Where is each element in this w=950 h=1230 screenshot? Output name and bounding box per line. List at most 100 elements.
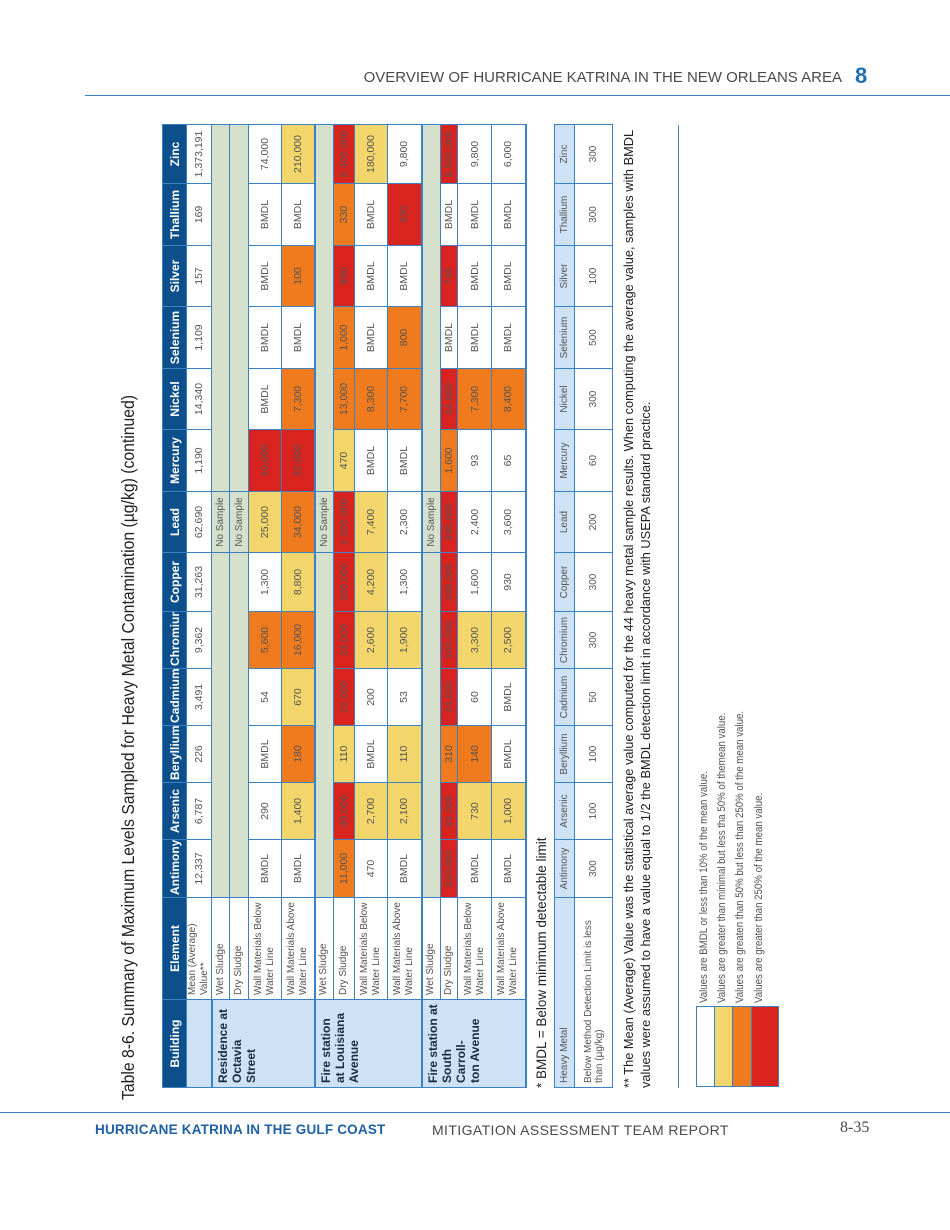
value-cell: 10,000 — [248, 429, 282, 492]
footer-publication: HURRICANE KATRINA IN THE GULF COAST — [95, 1122, 386, 1137]
value-cell: 1,600 — [457, 552, 492, 612]
chapter-number: 8 — [855, 63, 868, 88]
element-label: Wet Sludge — [421, 897, 441, 1000]
table-title: Table 8-6. Summary of Maximum Levels Sam… — [118, 395, 138, 1100]
table-row: Dry Sludge No Sample — [229, 124, 249, 1088]
value-cell: 200 — [354, 668, 388, 726]
value-cell: 74,000 — [248, 124, 282, 184]
table-row: Fire station at Louisiana Avenue Wet Slud… — [314, 124, 422, 1088]
value-cell: 45,000 — [333, 782, 355, 840]
limit-value: 50 — [574, 668, 613, 726]
column-header-beryllium: Beryllium — [162, 725, 187, 783]
column-header-arsenic: Arsenic — [162, 782, 187, 840]
value-cell: 24,000 — [440, 668, 458, 726]
value-cell: BMDL — [248, 245, 282, 307]
value-cell: BMDL — [248, 725, 282, 783]
value-cell: 110 — [387, 725, 422, 783]
table-row: Fire station at South Carroll- ton Avenu… — [421, 124, 526, 1088]
limit-row-label: Below Method Detection Limit is less tha… — [574, 897, 613, 1088]
value-cell: BMDL — [491, 183, 526, 246]
value-cell: 390,000 — [440, 491, 458, 553]
value-cell: 1,300,000 — [333, 491, 355, 553]
building-cell-empty — [186, 999, 212, 1088]
mean-value: 157 — [186, 245, 212, 307]
mean-value: 169 — [186, 183, 212, 246]
limit-header-cell: Zinc — [554, 124, 575, 184]
value-cell: 210,000 — [281, 124, 315, 184]
limit-header-cell: Lead — [554, 491, 575, 553]
mean-value: 6,787 — [186, 782, 212, 840]
column-header-copper: Copper — [162, 552, 187, 612]
building-name: Fire station at South Carroll- ton Avenu… — [421, 999, 526, 1088]
table-row: Wall Materials Below Water Line BMDL 290 BM… — [248, 124, 282, 1088]
value-cell: 800 — [387, 306, 422, 369]
no-sample-fill — [229, 552, 249, 898]
value-cell: 6,000 — [491, 124, 526, 184]
mean-value: 3,491 — [186, 668, 212, 726]
mean-value: 12,337 — [186, 839, 212, 898]
limit-header-cell: Arsenic — [554, 782, 575, 840]
mean-value: 1,190 — [186, 429, 212, 492]
value-cell: 330,000 — [440, 839, 458, 898]
color-legend — [696, 1006, 779, 1087]
value-cell: BMDL — [491, 306, 526, 369]
value-cell: 470 — [333, 429, 355, 492]
table-row: Wall Materials Above Water Line BMDL 1,000… — [491, 124, 526, 1088]
value-cell: 8,300 — [354, 368, 388, 430]
value-cell: 7,700 — [387, 368, 422, 430]
value-cell: BMDL — [248, 306, 282, 369]
value-cell: 1,000 — [333, 306, 355, 369]
value-cell: BMDL — [281, 306, 315, 369]
value-cell: BMDL — [387, 429, 422, 492]
limit-value: 300 — [574, 368, 613, 430]
page-number: 8-35 — [840, 1119, 870, 1136]
no-sample-label: No Sample — [211, 491, 230, 553]
limit-value: 300 — [574, 124, 613, 184]
limit-value: 100 — [574, 245, 613, 307]
footnote: ** The Mean (Average) Value was the stat… — [621, 130, 653, 1088]
value-cell: 730 — [457, 782, 492, 840]
value-cell: 53 — [387, 668, 422, 726]
value-cell: 290 — [248, 782, 282, 840]
legend-swatch — [752, 1007, 778, 1086]
element-label: Wall Materials Below Water Line — [354, 897, 388, 1000]
bmdl-note: * BMDL = Below minimum detectable limit — [534, 837, 549, 1088]
mean-value: 226 — [186, 725, 212, 783]
value-cell: 24,000 — [333, 611, 355, 669]
mean-label: Mean (Average) Value** — [186, 897, 212, 1000]
value-cell: 34,000 — [281, 491, 315, 553]
value-cell: BMDL — [457, 245, 492, 307]
column-header-silver: Silver — [162, 245, 187, 307]
value-cell: 2,100 — [387, 782, 422, 840]
limit-header-cell: Thallium — [554, 183, 575, 246]
legend-label: Values are greater than 250% of the mean… — [753, 792, 765, 1003]
limit-value: 60 — [574, 429, 613, 492]
value-cell: 180 — [281, 725, 315, 783]
value-cell: 44,000 — [440, 368, 458, 430]
value-cell: BMDL — [440, 306, 458, 369]
value-cell: 25,000 — [248, 491, 282, 553]
value-cell: BMDL — [457, 839, 492, 898]
legend-swatch — [733, 1007, 752, 1086]
value-cell: 200,000 — [333, 552, 355, 612]
column-header-cadmium: Cadmium — [162, 668, 187, 726]
mean-value: 62,690 — [186, 491, 212, 553]
value-cell: BMDL — [354, 725, 388, 783]
value-cell: 490,000 — [440, 552, 458, 612]
legend-label: Values are BMDL or less than 10% of the … — [698, 771, 710, 1003]
table-row: Residence at Octavia Street Wet Sludge No … — [211, 124, 315, 1088]
header-divider — [85, 95, 950, 96]
table-row: Dry Sludge 11,000 45,000 110 22,000 24,000 200… — [333, 124, 355, 1088]
value-cell: 16,000 — [281, 611, 315, 669]
value-cell: 430 — [387, 183, 422, 246]
column-header-lead: Lead — [162, 491, 187, 553]
value-cell: 930 — [491, 552, 526, 612]
value-cell: 65 — [491, 429, 526, 492]
value-cell: BMDL — [491, 725, 526, 783]
limit-value: 300 — [574, 839, 613, 898]
column-header-mercury: Mercury — [162, 429, 187, 492]
table-row: Wall Materials Above Water Line BMDL 1,400… — [281, 124, 315, 1088]
value-cell: BMDL — [457, 306, 492, 369]
value-cell: BMDL — [354, 429, 388, 492]
value-cell: 4,200 — [354, 552, 388, 612]
